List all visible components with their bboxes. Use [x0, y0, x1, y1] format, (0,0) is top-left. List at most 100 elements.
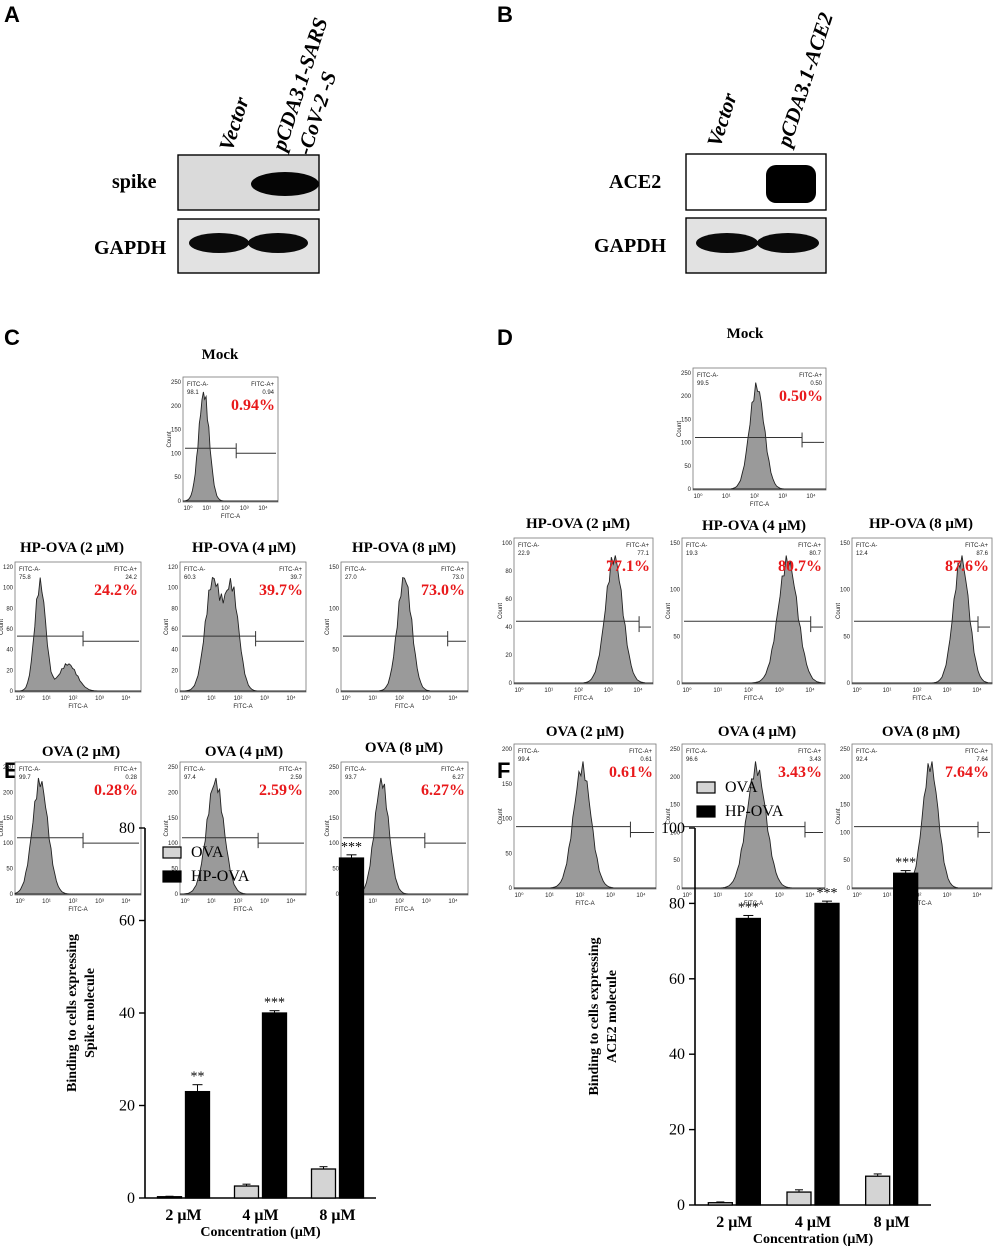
y-tick-label: 100 — [168, 586, 179, 592]
x-tick-label: 10³ — [95, 696, 104, 702]
y-axis-label: Count — [164, 820, 170, 836]
y-tick-label: 200 — [681, 394, 692, 400]
positive-percentage: 0.50% — [779, 388, 823, 405]
y-axis-label: Count — [164, 619, 170, 635]
gate-pos-value: 24.2 — [125, 575, 137, 581]
x-tick-label: 10³ — [775, 893, 784, 899]
x-tick-label: 10¹ — [883, 688, 892, 694]
y-tick-label: 200 — [3, 790, 14, 796]
band-ace2-plasmid — [766, 165, 816, 203]
panel-label-d: D — [497, 325, 513, 350]
gate-pos-label: FITC-A+ — [441, 767, 464, 773]
y-tick-label: 200 — [171, 404, 182, 410]
y-tick-label: 20 — [505, 653, 512, 659]
x-tick-label: 10¹ — [42, 899, 51, 905]
y-tick-label: 0 — [178, 499, 182, 505]
gate-neg-label: FITC-A- — [518, 749, 539, 755]
y-tick-label: 50 — [332, 648, 339, 654]
y-tick-label: 50 — [171, 867, 178, 873]
x-tick-label: 10² — [576, 893, 585, 899]
gate-neg-value: 60.3 — [184, 575, 196, 581]
gate-neg-value: 96.6 — [686, 757, 698, 763]
gate-pos-value: 6.27 — [452, 775, 464, 781]
x-tick-label: 10¹ — [713, 893, 722, 899]
gate-pos-label: FITC-A+ — [626, 543, 649, 549]
bar-hp-ova — [814, 902, 840, 1206]
significance-marker: *** — [817, 886, 838, 901]
c-histogram-6: OVA (4 μM) FITC-A- 97.4 FITC-A+ 2.592.59% 0 50… — [164, 744, 307, 913]
significance-marker: ** — [191, 1070, 205, 1085]
gate-neg-value: 27.0 — [345, 575, 357, 581]
y-tick-label: 100 — [3, 841, 14, 847]
gate-neg-value: 22.9 — [518, 551, 530, 557]
y-tick-label: 0 — [175, 689, 179, 695]
gate-neg-value: 99.4 — [518, 757, 530, 763]
y-tick-label: 60 — [505, 597, 512, 603]
band-gapdh-a-vector — [189, 233, 249, 253]
x-tick-label: 10² — [913, 688, 922, 694]
c-histogram-2: HP-OVA (2 μM) FITC-A- 75.8 FITC-A+ 24.224.2%… — [0, 540, 142, 710]
legend-label-ova: OVA — [191, 844, 224, 861]
positive-percentage: 87.6% — [945, 558, 989, 575]
y-tick-label: 60 — [171, 627, 178, 633]
y-tick-label: 20 — [6, 668, 13, 674]
histogram-title: OVA (8 μM) — [365, 740, 443, 756]
y-tick-label: 50 — [843, 858, 850, 864]
y-tick-label: 50 — [843, 634, 850, 640]
y-tick-label: 100 — [840, 830, 851, 836]
y-tick-label: 250 — [3, 765, 14, 771]
x-tick-label: 10³ — [606, 893, 615, 899]
x-tick-label: 10⁰ — [852, 687, 862, 694]
histogram-curve — [682, 555, 826, 684]
x-tick-label: 10³ — [604, 688, 613, 694]
legend-swatch-ova — [162, 846, 182, 859]
x-tick-label: 10¹ — [544, 688, 553, 694]
x-axis-label: FITC-A — [744, 696, 763, 702]
x-axis-label: FITC-A — [575, 901, 594, 907]
gate-pos-value: 39.7 — [290, 575, 302, 581]
d-histogram-2: HP-OVA (2 μM) FITC-A- 22.9 FITC-A+ 77.177.1%… — [498, 516, 654, 702]
y-tick-label: 40 — [171, 648, 178, 654]
y-axis-label: Count — [167, 431, 173, 447]
c-histogram-5: OVA (2 μM) FITC-A- 99.7 FITC-A+ 0.280.28% 0 50… — [0, 744, 142, 913]
x-axis-label: FITC-A — [395, 704, 414, 710]
x-tick-label: 10³ — [422, 899, 431, 905]
x-tick-label: 10⁴ — [286, 898, 296, 905]
y-tick-label: 80 — [669, 895, 685, 912]
histogram-title: HP-OVA (4 μM) — [702, 518, 806, 534]
y-tick-label: 250 — [670, 747, 681, 753]
y-axis-label: Count — [498, 603, 504, 619]
x-axis-label: FITC-A — [68, 907, 87, 913]
gate-pos-value: 77.1 — [637, 551, 649, 557]
bar-ova — [310, 1168, 337, 1199]
bar-hp-ova — [893, 872, 919, 1206]
x-tick-label: 10⁴ — [972, 892, 982, 899]
x-tick-label: 10⁴ — [448, 898, 458, 905]
x-tick-label: 10⁰ — [514, 892, 524, 899]
x-tick-label: 10⁰ — [514, 687, 524, 694]
y-axis-label: Count — [0, 820, 5, 836]
y-tick-label: 100 — [502, 541, 513, 547]
y-tick-label: 50 — [6, 867, 13, 873]
y-tick-label: 0 — [677, 886, 681, 892]
histogram-title: OVA (4 μM) — [205, 744, 283, 760]
band-gapdh-a-plasmid — [248, 233, 308, 253]
y-tick-label: 20 — [669, 1122, 685, 1139]
gate-pos-label: FITC-A+ — [629, 749, 652, 755]
y-tick-label: 200 — [168, 790, 179, 796]
histogram-curve — [514, 555, 653, 684]
y-axis-title: Binding to cells expressing — [65, 934, 80, 1092]
y-tick-label: 0 — [336, 689, 340, 695]
gate-neg-label: FITC-A- — [856, 749, 877, 755]
y-tick-label: 150 — [171, 428, 182, 434]
x-tick-label: 10³ — [260, 696, 269, 702]
y-tick-label: 200 — [670, 775, 681, 781]
histogram-title: OVA (2 μM) — [546, 724, 624, 740]
y-tick-label: 100 — [168, 841, 179, 847]
positive-percentage: 7.64% — [945, 764, 989, 781]
x-tick-label: 10⁰ — [180, 695, 190, 702]
x-tick-label: 10⁴ — [633, 687, 643, 694]
x-axis-label: FITC-A — [744, 901, 763, 907]
x-tick-label: 8 μM — [874, 1214, 910, 1231]
gate-pos-value: 7.64 — [976, 757, 988, 763]
